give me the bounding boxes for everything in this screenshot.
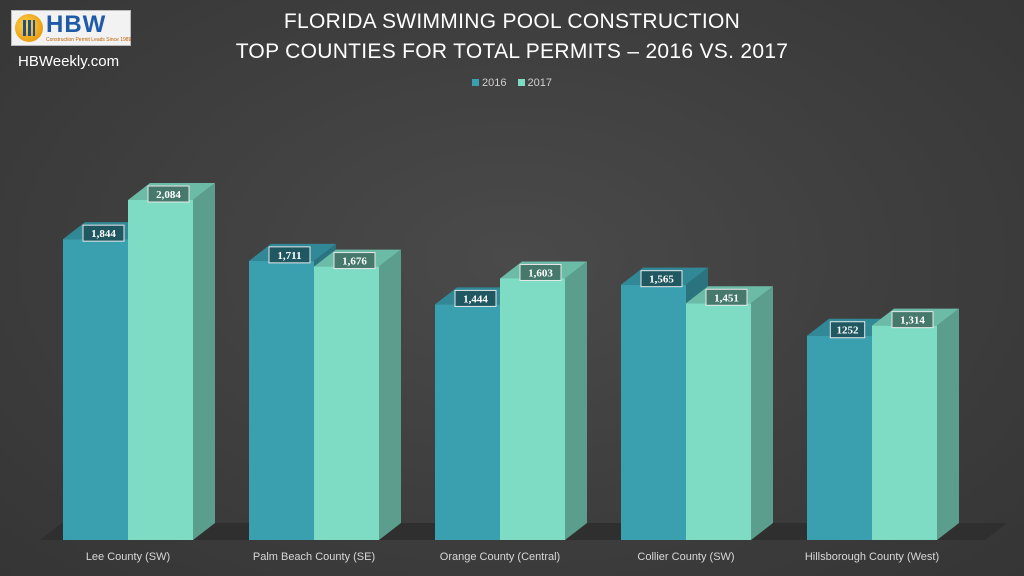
chart-subtitle: TOP COUNTIES FOR TOTAL PERMITS – 2016 VS… (235, 40, 789, 63)
legend-item-2016: 2016 (471, 77, 507, 89)
data-label-2017-4: 1,314 (900, 315, 925, 327)
legend-swatch-2016 (471, 79, 479, 86)
bar-side-2017-2 (565, 261, 587, 540)
data-label-2017-1: 1,676 (342, 256, 367, 268)
bar-2017-0 (128, 200, 193, 540)
x-tick-label-2: Orange County (Central) (440, 551, 560, 563)
data-label-box-2017-3 (705, 288, 748, 306)
bar-2016-3 (621, 284, 686, 540)
bar-side-2017-4 (937, 308, 959, 540)
data-label-box-2016-3 (640, 270, 683, 288)
x-tick-label-3: Collier County (SW) (637, 551, 734, 563)
building-icon (15, 14, 43, 42)
site-name: HBWeekly.com (18, 53, 120, 70)
data-label-2016-0: 1,844 (91, 228, 116, 240)
bar-2017-3 (686, 303, 751, 540)
bar-2016-0 (63, 239, 128, 541)
legend-item-2017: 2017 (517, 77, 553, 89)
logo-tagline: Construction Permit Leads Since 1989 (46, 37, 132, 43)
data-label-box-2016-4 (829, 321, 866, 339)
data-label-2016-4: 1252 (837, 325, 860, 337)
legend: 2016 2017 (0, 77, 1024, 89)
data-label-box-2017-1 (333, 252, 376, 270)
legend-label-2017: 2017 (527, 77, 553, 89)
bar-2017-2 (500, 278, 565, 540)
data-label-box-2017-4 (891, 311, 934, 329)
bar-2017-4 (872, 325, 937, 540)
hbw-logo: HBW Construction Permit Leads Since 1989 (11, 10, 131, 46)
bar-side-2017-3 (751, 286, 773, 540)
bar-2016-2 (435, 304, 500, 540)
x-tick-label-4: Hillsborough County (West) (805, 551, 939, 563)
data-label-2016-3: 1,565 (649, 274, 674, 286)
legend-swatch-2017 (517, 79, 525, 86)
bar-side-2017-0 (193, 183, 215, 540)
data-label-2017-2: 1,603 (528, 267, 553, 279)
data-label-box-2017-2 (519, 263, 562, 281)
data-label-2016-1: 1,711 (277, 250, 301, 262)
logo-text: HBW (46, 11, 107, 38)
bar-side-2017-1 (379, 249, 401, 540)
data-label-box-2017-0 (147, 185, 190, 203)
legend-label-2016: 2016 (481, 77, 507, 89)
bar-2017-1 (314, 266, 379, 540)
chart-title: FLORIDA SWIMMING POOL CONSTRUCTION (283, 10, 741, 33)
data-label-box-2016-0 (82, 224, 125, 242)
bar-2016-1 (249, 260, 314, 540)
data-label-2017-0: 2,084 (156, 189, 181, 201)
data-label-2017-3: 1,451 (714, 292, 739, 304)
bar-2016-4 (807, 335, 872, 540)
data-label-box-2016-2 (454, 289, 497, 307)
data-label-2016-2: 1,444 (463, 293, 488, 305)
x-tick-label-1: Palm Beach County (SE) (253, 551, 375, 563)
data-label-box-2016-1 (268, 246, 311, 264)
x-tick-label-0: Lee County (SW) (86, 551, 170, 563)
